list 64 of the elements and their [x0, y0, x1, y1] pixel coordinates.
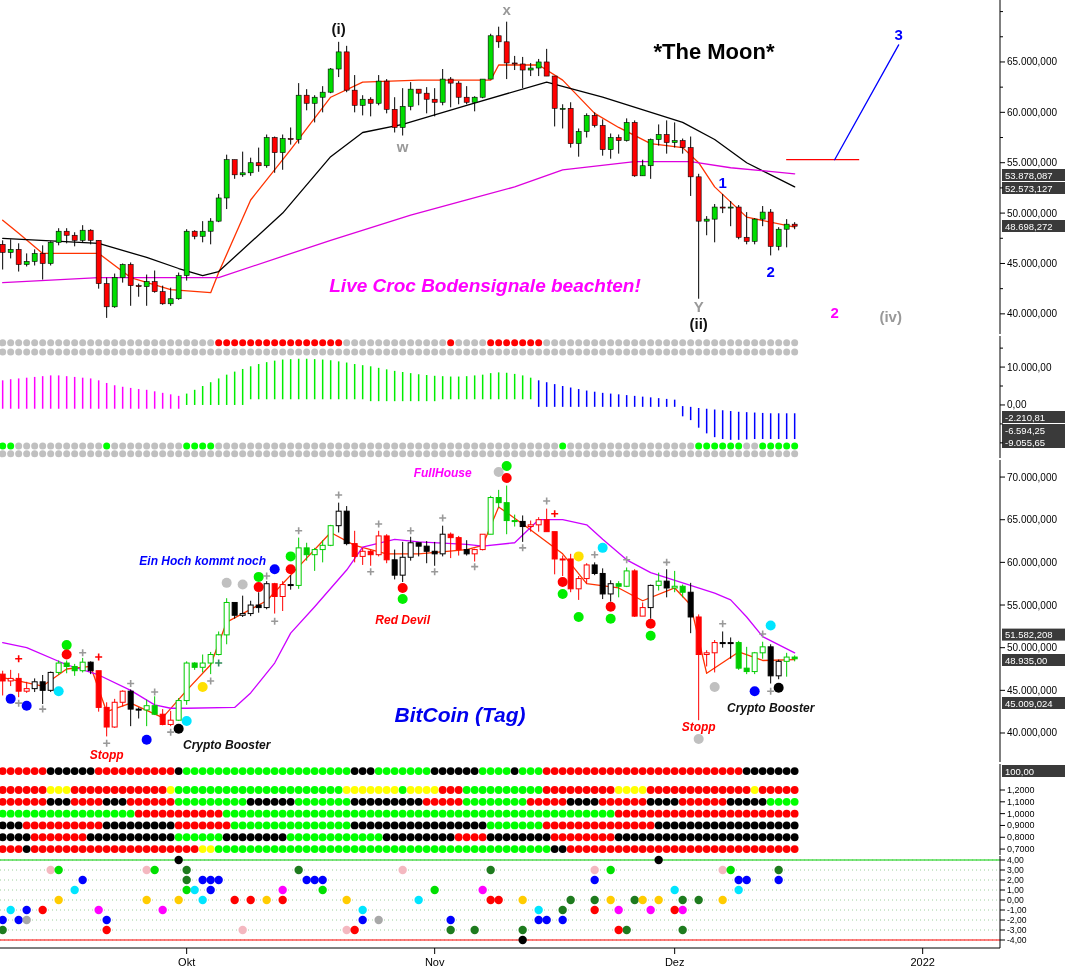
y-tick-label: -3,00: [1007, 925, 1027, 935]
annotation: Crypto Booster: [727, 701, 816, 715]
annotation: Ein Hoch kommt noch: [139, 554, 267, 568]
annotation: (ii): [689, 315, 708, 333]
y-tick-label: -2,00: [1007, 915, 1027, 925]
text: 51.582,208: [1005, 629, 1053, 641]
y-tick-label: 70.000,000: [1007, 471, 1058, 483]
y-tick-label: 65.000,000: [1007, 56, 1058, 68]
text: 48.698,272: [1005, 220, 1053, 232]
annotation: FullHouse: [413, 466, 473, 480]
y-tick-label: 0,9000: [1007, 820, 1035, 831]
x-tick-label: 2022: [910, 956, 935, 968]
text: 45.009,024: [1005, 697, 1053, 709]
y-tick-label: 10.000,00: [1007, 361, 1052, 373]
y-tick-label: 40.000,000: [1007, 308, 1058, 320]
text: -2.210,81: [1005, 411, 1046, 423]
annotation: w: [395, 138, 409, 156]
y-tick-label: 0,00: [1007, 399, 1027, 411]
annotation: Stopp: [681, 720, 716, 735]
y-tick-label: -4,00: [1007, 935, 1027, 945]
text: 48.935,00: [1005, 654, 1048, 666]
text: -9.055,65: [1005, 436, 1046, 448]
x-tick-label: Nov: [424, 956, 445, 968]
y-tick-label: 55.000,000: [1007, 599, 1058, 611]
text: -6.594,25: [1005, 424, 1046, 436]
annotation: Y: [693, 298, 704, 316]
annotation: (iv): [879, 307, 902, 325]
text: 100,00: [1005, 765, 1035, 777]
annotation: 1: [718, 174, 727, 192]
x-tick-label: Dez: [664, 956, 685, 968]
text: 52.573,127: [1005, 182, 1053, 194]
y-tick-label: 1,00: [1007, 885, 1024, 895]
annotation: Red Devil: [375, 613, 431, 627]
y-tick-label: 0,8000: [1007, 832, 1035, 843]
annotation: x: [502, 1, 512, 19]
y-tick-label: 60.000,000: [1007, 556, 1058, 568]
x-tick-label: Okt: [178, 956, 196, 968]
annotation: 2: [830, 303, 839, 321]
y-tick-label: 3,00: [1007, 865, 1024, 875]
y-tick-label: -1,00: [1007, 905, 1027, 915]
y-tick-label: 50.000,000: [1007, 207, 1058, 219]
annotation: Live Croc Bodensignale beachten!: [329, 274, 641, 296]
y-tick-label: 1,2000: [1007, 785, 1035, 795]
y-tick-label: 1,0000: [1007, 808, 1035, 819]
y-tick-label: 50.000,000: [1007, 642, 1058, 654]
y-tick-label: 55.000,000: [1007, 157, 1058, 169]
annotation: Crypto Booster: [183, 738, 272, 752]
text: BitCoin (Tag): [394, 702, 526, 726]
y-tick-label: 60.000,000: [1007, 106, 1058, 118]
y-tick-label: 45.000,000: [1007, 257, 1058, 269]
annotation: *The Moon*: [653, 38, 775, 64]
text: 53.878,087: [1005, 169, 1053, 181]
y-tick-label: 1,1000: [1007, 796, 1035, 807]
y-tick-label: 40.000,000: [1007, 727, 1058, 739]
y-tick-label: 4,00: [1007, 855, 1024, 865]
y-tick-label: 65.000,000: [1007, 514, 1058, 526]
y-tick-label: 0,7000: [1007, 844, 1035, 855]
annotation: Stopp: [89, 747, 124, 762]
annotation: 3: [894, 26, 903, 44]
y-tick-label: 2,00: [1007, 875, 1024, 885]
annotation: (i): [331, 20, 346, 38]
annotation: 2: [766, 262, 775, 280]
y-tick-label: 45.000,000: [1007, 684, 1058, 696]
y-tick-label: 0,00: [1007, 895, 1024, 905]
